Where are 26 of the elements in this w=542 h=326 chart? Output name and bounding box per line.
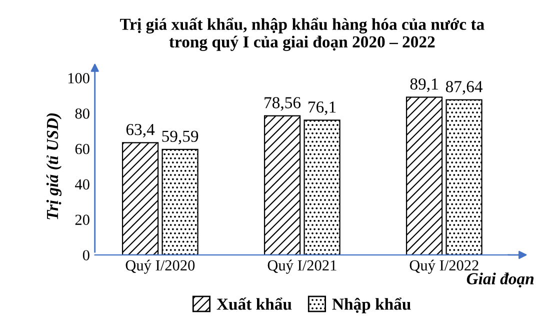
bar [446,99,482,255]
data-label: 63,4 [126,124,155,138]
x-axis-title: Giai đoạn [466,272,534,288]
y-tick-label: 0 [82,250,90,260]
bar [162,148,198,255]
chart-title: Trị giá xuất khẩu, nhập khẩu hàng hóa của nước ta trong quý I của giai đoạn 2020 – 2022 [120,18,484,52]
x-tick-label: Quý I/2021 [268,260,336,274]
y-tick-label: 20 [75,214,90,225]
y-tick-label: 80 [75,108,90,119]
y-axis-title: Trị giá (tỉ USD) [46,113,62,220]
bar [264,115,301,255]
legend-label: Nhập khẩu [332,298,411,314]
legend-label: Xuất khẩu [216,298,292,310]
data-label: 87,64 [446,80,483,95]
x-tick-label: Quý I/2022 [410,260,478,274]
data-label: 89,1 [410,78,438,92]
y-tick-label: 60 [75,144,90,154]
bar [122,142,159,255]
y-tick-label: 100 [68,73,90,84]
data-label: 78,56 [264,97,301,111]
x-tick-label: Quý I/2020 [126,260,195,274]
y-tick-label: 40 [75,179,90,190]
bar [406,96,443,255]
data-label: 76,1 [308,101,336,116]
bar [304,120,340,255]
data-label: 59,59 [162,130,198,144]
